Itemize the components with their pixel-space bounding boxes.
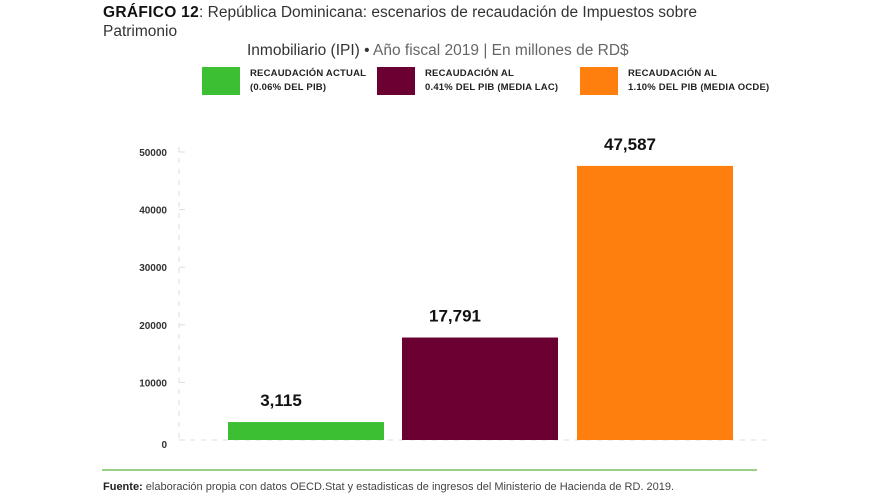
bar <box>402 337 558 440</box>
legend-item-lac: RECAUDACIÓN AL 0.41% DEL PIB (MEDIA LAC) <box>377 67 558 95</box>
y-tick-label: 20000 <box>139 321 167 332</box>
y-tick-label: 40000 <box>139 206 167 217</box>
legend-swatch <box>202 67 240 95</box>
y-tick-label: 10000 <box>139 378 167 389</box>
source-text: elaboración propia con datos OECD.Stat y… <box>142 481 675 493</box>
y-tick-label: 0 <box>161 440 167 451</box>
legend-label: RECAUDACIÓN AL <box>425 68 515 79</box>
data-label: 3,115 <box>260 391 302 410</box>
chart-number: GRÁFICO 12 <box>103 4 200 21</box>
legend-item-actual: RECAUDACIÓN ACTUAL (0.06% DEL PIB) <box>202 67 366 95</box>
y-tick-label: 50000 <box>139 148 167 159</box>
subtitle: Año fiscal 2019 | En millones de RD$ <box>373 42 629 59</box>
bar <box>228 422 384 440</box>
legend-sublabel: 0.41% DEL PIB (MEDIA LAC) <box>425 82 559 93</box>
legend-swatch <box>580 67 618 95</box>
legend-item-ocde: RECAUDACIÓN AL 1.10% DEL PIB (MEDIA OCDE) <box>580 67 769 95</box>
source-label: Fuente: <box>103 481 143 493</box>
bar <box>577 165 733 441</box>
legend-swatch <box>377 67 415 95</box>
source-note: Fuente: elaboración propia con datos OEC… <box>103 481 674 493</box>
title-line2: Inmobiliario (IPI) • <box>247 42 370 59</box>
chart-title: GRÁFICO 12: República Dominicana: escena… <box>103 3 763 60</box>
footer-divider <box>102 469 757 471</box>
legend-sublabel: (0.06% DEL PIB) <box>250 82 327 93</box>
legend-label: RECAUDACIÓN AL <box>628 68 718 79</box>
y-tick-label: 30000 <box>139 263 167 274</box>
legend-sublabel: 1.10% DEL PIB (MEDIA OCDE) <box>628 82 770 93</box>
data-label: 17,791 <box>429 307 481 326</box>
title-line1: : República Dominicana: escenarios de re… <box>103 4 698 40</box>
data-label: 47,587 <box>604 135 656 154</box>
legend-label: RECAUDACIÓN ACTUAL <box>250 68 367 79</box>
